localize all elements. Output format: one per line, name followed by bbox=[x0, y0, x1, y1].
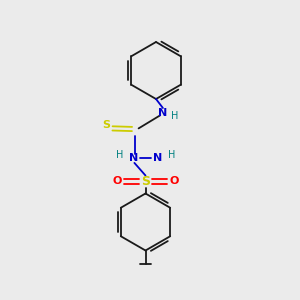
Text: S: S bbox=[103, 120, 110, 130]
Text: H: H bbox=[168, 150, 175, 161]
Text: H: H bbox=[171, 111, 178, 121]
Text: N: N bbox=[158, 107, 167, 118]
Text: N: N bbox=[153, 153, 162, 164]
Text: O: O bbox=[169, 176, 179, 187]
Text: O: O bbox=[112, 176, 122, 187]
Text: N: N bbox=[129, 153, 138, 164]
Text: S: S bbox=[141, 175, 150, 188]
Text: H: H bbox=[116, 150, 123, 161]
